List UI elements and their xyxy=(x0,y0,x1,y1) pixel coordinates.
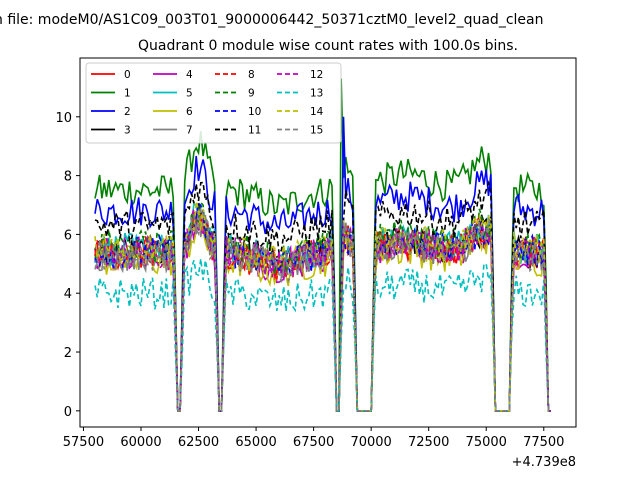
legend-label-12: 12 xyxy=(310,69,323,81)
x-tick-label: 67500 xyxy=(293,435,334,450)
legend-label-1: 1 xyxy=(124,88,131,100)
series-group xyxy=(94,78,551,412)
series-line-15 xyxy=(94,208,551,412)
x-tick-label: 70000 xyxy=(350,435,391,450)
x-axis: 57500 60000 62500 65000 67500 70000 72500 75000… xyxy=(63,427,564,450)
x-tick-label: 65000 xyxy=(235,435,276,450)
x-tick-label: 62500 xyxy=(178,435,219,450)
legend-label-7: 7 xyxy=(186,125,193,137)
legend-label-14: 14 xyxy=(310,106,324,118)
legend-label-3: 3 xyxy=(124,125,131,137)
x-tick-label: 72500 xyxy=(408,435,449,450)
series-line-9 xyxy=(94,200,551,412)
series-line-10 xyxy=(94,201,551,412)
y-tick-label: 0 xyxy=(64,405,72,420)
x-tick-label: 57500 xyxy=(63,435,104,450)
series-line-8 xyxy=(94,210,551,412)
y-tick-label: 4 xyxy=(64,287,72,302)
legend-label-5: 5 xyxy=(186,88,193,100)
window-title: n file: modeM0/AS1C09_003T01_9000006442_… xyxy=(0,12,543,28)
y-tick-label: 10 xyxy=(55,111,72,126)
legend-label-0: 0 xyxy=(124,69,131,81)
x-tick-label: 60000 xyxy=(120,435,161,450)
series-line-1 xyxy=(94,78,551,412)
legend-label-2: 2 xyxy=(124,106,131,118)
legend-label-6: 6 xyxy=(186,106,193,118)
y-tick-label: 8 xyxy=(64,170,72,185)
chart-title: Quadrant 0 module wise count rates with … xyxy=(138,38,518,54)
legend-label-10: 10 xyxy=(248,106,261,118)
legend-label-13: 13 xyxy=(310,88,323,100)
axes-frame xyxy=(79,57,577,428)
legend-box xyxy=(85,62,342,144)
legend-label-15: 15 xyxy=(310,125,323,137)
y-tick-label: 2 xyxy=(64,346,72,361)
series-line-11 xyxy=(94,180,551,412)
series-line-13 xyxy=(94,258,551,412)
x-axis-offset-label: +4.739e8 xyxy=(512,455,576,470)
x-tick-label: 75000 xyxy=(466,435,507,450)
x-tick-label: 77500 xyxy=(523,435,564,450)
y-axis: 0 2 4 6 8 10 xyxy=(55,111,80,420)
series-line-14 xyxy=(94,201,551,412)
legend-label-4: 4 xyxy=(186,69,193,81)
legend-label-8: 8 xyxy=(248,69,255,81)
y-tick-label: 6 xyxy=(64,228,72,243)
legend-label-9: 9 xyxy=(248,88,255,100)
legend-label-11: 11 xyxy=(248,125,261,137)
